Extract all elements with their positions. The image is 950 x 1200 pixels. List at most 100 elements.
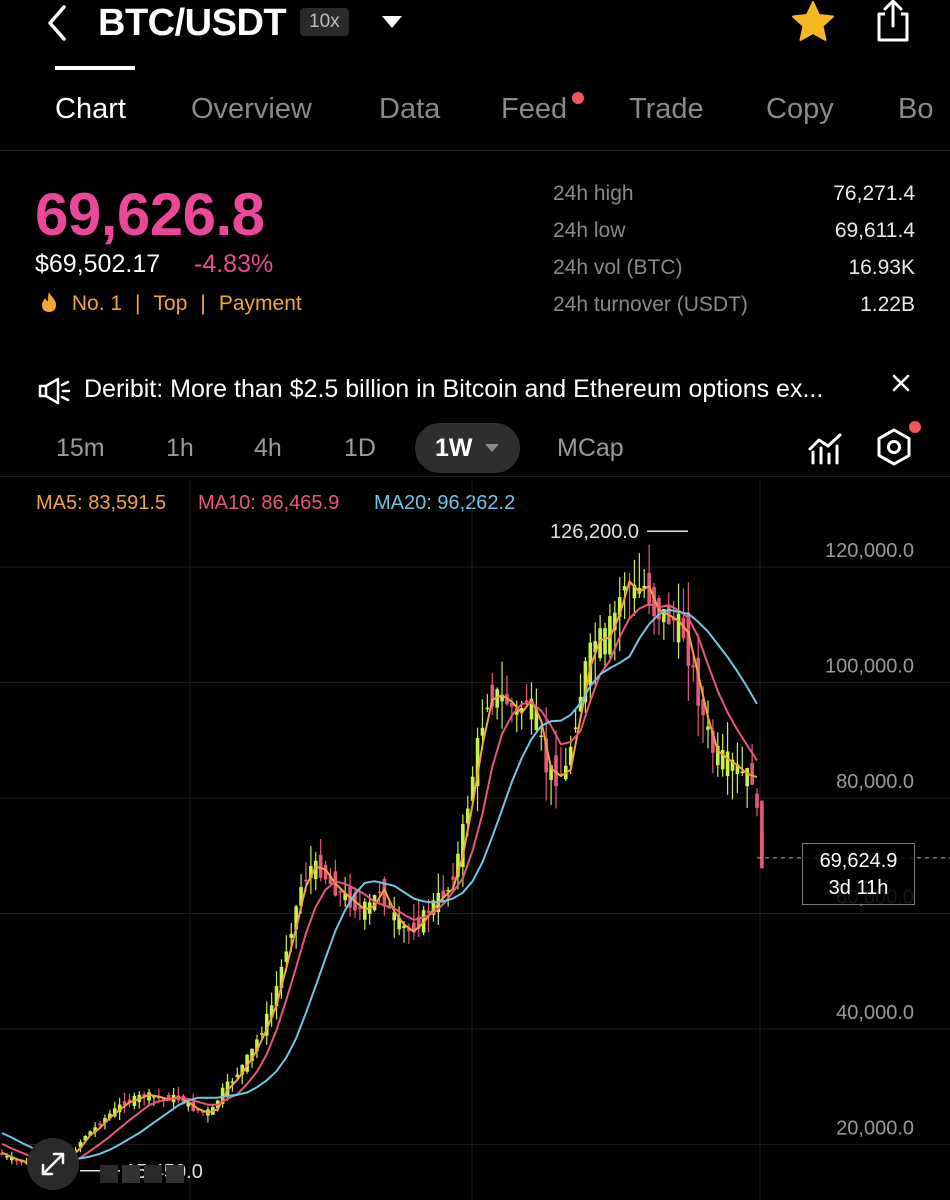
candle-body — [470, 776, 475, 801]
y-tick-label: 100,000.0 — [825, 656, 914, 678]
share-icon[interactable] — [868, 0, 918, 46]
candle-body — [392, 912, 397, 921]
tab-trade[interactable]: Trade — [629, 93, 704, 125]
tab-feed[interactable]: Feed — [501, 93, 568, 125]
candle-body — [559, 773, 563, 776]
interval-1h[interactable]: 1h — [166, 434, 194, 462]
interval-15m[interactable]: 15m — [56, 434, 105, 462]
candle-body — [603, 628, 607, 655]
interval-mcap[interactable]: MCap — [557, 434, 624, 462]
tag-separator: | — [135, 292, 141, 315]
price-chart[interactable]: 120,000.0100,000.080,000.060,000.040,000… — [0, 480, 950, 1200]
candle-body — [598, 628, 602, 659]
candle-body — [98, 1123, 102, 1126]
candle-body — [534, 709, 539, 730]
candle-body — [255, 1039, 259, 1052]
candle-body — [269, 1005, 274, 1018]
close-icon[interactable] — [888, 370, 914, 396]
candle-body — [318, 854, 323, 878]
tab-overview[interactable]: Overview — [191, 93, 312, 125]
y-tick-label: 20,000.0 — [836, 1118, 914, 1140]
news-banner[interactable]: Deribit: More than $2.5 billion in Bitco… — [0, 370, 950, 414]
ranking-tags: No. 1 | Top | Payment — [38, 291, 302, 316]
trading-pair-title[interactable]: BTC/USDT — [98, 2, 287, 44]
candle-body — [441, 890, 446, 898]
candle-body — [186, 1102, 191, 1107]
star-icon[interactable] — [788, 0, 838, 47]
y-tick-label: 120,000.0 — [825, 540, 914, 562]
chevron-down-icon[interactable] — [377, 10, 407, 34]
candle-body — [274, 986, 279, 1007]
watermark-logo — [100, 1165, 184, 1183]
interval-1d[interactable]: 1D — [344, 434, 376, 462]
candle-body — [230, 1081, 235, 1084]
candle-body — [711, 730, 715, 753]
candle-body — [686, 612, 691, 666]
candle-body — [490, 684, 495, 707]
tab-bots[interactable]: Bo — [898, 93, 934, 125]
top-tag[interactable]: Top — [153, 292, 188, 315]
candle-body — [529, 698, 534, 720]
stat-label: 24h low — [553, 219, 626, 242]
ma-line-ma10 — [1, 603, 758, 1164]
indicators-icon[interactable] — [807, 432, 843, 466]
candle-body — [108, 1113, 112, 1119]
candle-body — [514, 708, 519, 715]
settings-notification-badge — [909, 421, 921, 433]
candle-body — [583, 661, 588, 703]
candle-body — [725, 751, 730, 777]
candle-body — [127, 1099, 132, 1103]
candle-body — [5, 1156, 9, 1158]
candle-body — [377, 891, 382, 894]
candle-body — [617, 597, 622, 617]
candle-body — [309, 865, 313, 879]
rank-tag[interactable]: No. 1 — [71, 292, 123, 315]
candle-body — [740, 771, 745, 774]
tab-copy[interactable]: Copy — [766, 93, 834, 125]
back-icon[interactable] — [38, 2, 78, 42]
candle-body — [544, 738, 548, 773]
candle-body — [750, 762, 754, 785]
candle-body — [117, 1104, 122, 1113]
candle-body — [260, 1033, 264, 1035]
tab-chart[interactable]: Chart — [55, 93, 126, 125]
ma-line-ma5 — [1, 580, 758, 1168]
candle-body — [358, 907, 362, 909]
candle-body — [289, 933, 294, 938]
candle-body — [142, 1094, 146, 1097]
candle-body — [112, 1108, 117, 1117]
candle-body — [294, 906, 298, 930]
candle-body — [103, 1117, 107, 1123]
last-price-tag: 69,624.9 3d 11h — [802, 843, 915, 905]
candle-body — [152, 1096, 156, 1098]
usd-price: $69,502.17 — [35, 250, 161, 278]
interval-1w-label: 1W — [435, 434, 473, 462]
candle-body — [510, 703, 514, 707]
y-tick-label: 40,000.0 — [836, 1002, 914, 1024]
candle-body — [299, 887, 303, 906]
ma10-label: MA10: 86,465.9 — [198, 492, 340, 514]
candle-body — [613, 612, 617, 631]
candle-body — [407, 928, 411, 932]
market-stats: 24h high 76,271.4 24h low 69,611.4 24h v… — [553, 180, 915, 328]
candle-body — [83, 1135, 88, 1141]
payment-tag[interactable]: Payment — [218, 292, 302, 315]
candle-body — [720, 749, 725, 770]
interval-4h[interactable]: 4h — [254, 434, 282, 462]
expand-icon[interactable] — [27, 1138, 79, 1190]
flame-icon — [42, 292, 56, 312]
candle-body — [426, 910, 431, 913]
candle-body — [745, 767, 749, 787]
candle-body — [14, 1159, 19, 1162]
interval-1w[interactable]: 1W — [415, 423, 520, 473]
candle-body — [313, 860, 318, 880]
candle-body — [78, 1142, 83, 1148]
candle-body — [573, 727, 578, 730]
stat-label: 24h vol (BTC) — [553, 256, 683, 279]
candle-body — [122, 1101, 127, 1106]
news-headline[interactable]: Deribit: More than $2.5 billion in Bitco… — [84, 375, 824, 403]
candle-body — [451, 876, 455, 880]
y-axis: 120,000.0100,000.080,000.060,000.040,000… — [825, 540, 914, 1140]
settings-icon[interactable] — [874, 427, 914, 467]
tab-data[interactable]: Data — [379, 93, 441, 125]
